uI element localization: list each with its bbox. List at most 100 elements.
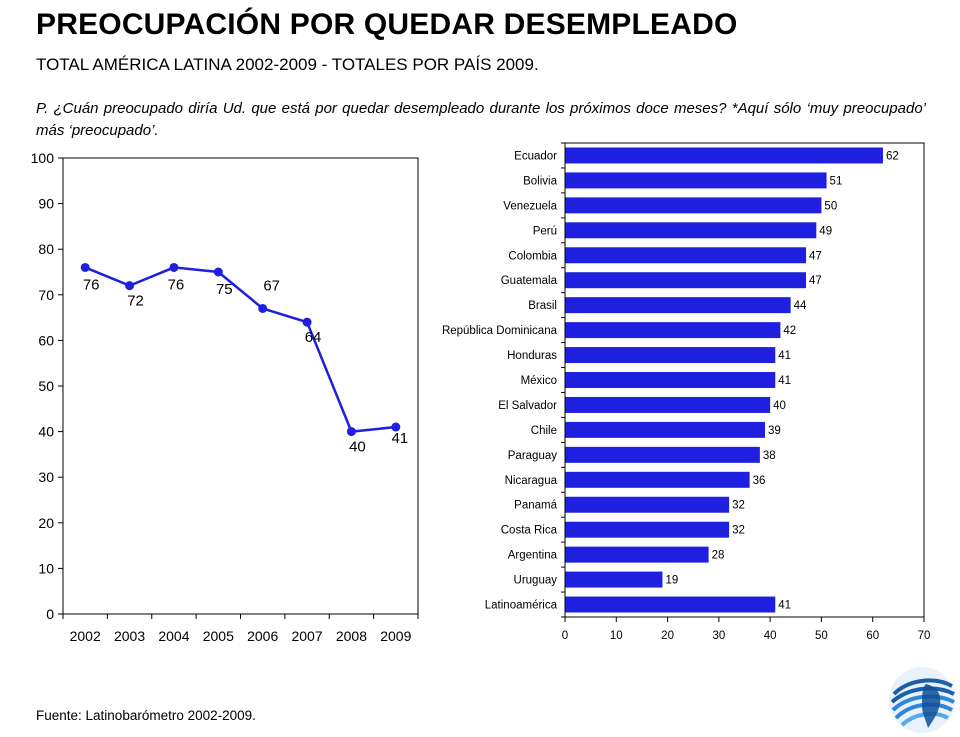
category-label: Colombia bbox=[508, 250, 557, 262]
bar bbox=[565, 172, 827, 189]
data-label: 62 bbox=[886, 150, 899, 162]
y-tick-label: 60 bbox=[38, 332, 54, 348]
y-tick-label: 30 bbox=[38, 469, 54, 485]
x-tick-label: 70 bbox=[918, 630, 931, 642]
category-label: Ecuador bbox=[514, 150, 557, 162]
bar bbox=[565, 546, 709, 563]
data-label: 50 bbox=[824, 200, 837, 212]
x-tick-label: 2002 bbox=[70, 628, 101, 644]
category-label: Argentina bbox=[508, 550, 558, 562]
y-tick-label: 0 bbox=[46, 606, 54, 622]
x-tick-label: 0 bbox=[562, 630, 568, 642]
category-label: Venezuela bbox=[503, 200, 557, 212]
data-label: 36 bbox=[753, 475, 766, 487]
bar bbox=[565, 347, 776, 364]
data-point bbox=[302, 317, 312, 327]
x-tick-label: 30 bbox=[712, 630, 725, 642]
series-line bbox=[84, 266, 396, 433]
category-label: El Salvador bbox=[498, 400, 557, 412]
x-tick-label: 40 bbox=[764, 630, 777, 642]
bar bbox=[565, 496, 730, 513]
category-label: México bbox=[521, 375, 557, 387]
bar bbox=[565, 421, 766, 438]
category-label: Latinoamérica bbox=[485, 600, 558, 612]
data-label: 41 bbox=[778, 600, 791, 612]
x-tick-label: 50 bbox=[815, 630, 828, 642]
bar bbox=[565, 222, 817, 239]
bar bbox=[565, 247, 807, 264]
bar bbox=[565, 521, 730, 538]
category-label: Guatemala bbox=[501, 275, 558, 287]
x-tick-label: 2003 bbox=[114, 628, 145, 644]
data-label: 38 bbox=[763, 450, 776, 462]
data-point bbox=[391, 422, 401, 432]
bar bbox=[565, 596, 776, 613]
data-label: 51 bbox=[830, 175, 843, 187]
x-tick-label: 2008 bbox=[336, 628, 367, 644]
data-label: 28 bbox=[712, 550, 725, 562]
data-label: 39 bbox=[768, 425, 781, 437]
category-label: Panamá bbox=[514, 500, 557, 512]
bar bbox=[565, 446, 760, 463]
bar bbox=[565, 571, 663, 588]
data-point bbox=[346, 427, 356, 437]
category-label: Honduras bbox=[507, 350, 557, 362]
data-label: 32 bbox=[732, 500, 745, 512]
data-point bbox=[213, 267, 223, 277]
bar bbox=[565, 147, 883, 164]
plot-area bbox=[564, 142, 925, 618]
x-tick-label: 2005 bbox=[203, 628, 234, 644]
data-label: 41 bbox=[778, 375, 791, 387]
bar bbox=[565, 372, 776, 388]
survey-question: P. ¿Cuán preocupado diría Ud. que está p… bbox=[36, 100, 926, 139]
data-label: 47 bbox=[809, 275, 822, 287]
data-point bbox=[258, 303, 268, 313]
data-label: 41 bbox=[391, 430, 408, 447]
y-tick-label: 100 bbox=[31, 150, 55, 166]
data-label: 72 bbox=[127, 293, 144, 310]
data-label: 40 bbox=[349, 439, 366, 456]
source-note: Fuente: Latinobarómetro 2002-2009. bbox=[36, 708, 256, 723]
x-tick-label: 2004 bbox=[158, 628, 189, 644]
category-label: República Dominicana bbox=[442, 325, 558, 337]
data-label: 49 bbox=[819, 225, 832, 237]
x-tick-label: 2007 bbox=[291, 628, 322, 644]
category-label: Perú bbox=[533, 225, 557, 237]
data-label: 75 bbox=[216, 281, 233, 298]
category-label: Chile bbox=[531, 425, 557, 437]
category-label: Nicaragua bbox=[505, 475, 558, 487]
y-tick-label: 50 bbox=[38, 378, 54, 394]
latinobarometro-logo-icon bbox=[889, 667, 955, 733]
x-tick-label: 2006 bbox=[247, 628, 278, 644]
category-label: Bolivia bbox=[523, 175, 557, 187]
data-label: 64 bbox=[305, 329, 322, 346]
x-tick-label: 10 bbox=[610, 630, 623, 642]
data-label: 67 bbox=[263, 277, 280, 294]
y-tick-label: 20 bbox=[38, 515, 54, 531]
bar bbox=[565, 297, 791, 314]
bar bbox=[565, 197, 822, 214]
page-title: PREOCUPACIÓN POR QUEDAR DESEMPLEADO bbox=[36, 8, 738, 41]
x-tick-label: 2009 bbox=[380, 628, 411, 644]
data-point bbox=[125, 281, 135, 291]
y-tick-label: 70 bbox=[38, 287, 54, 303]
data-label: 19 bbox=[665, 575, 678, 587]
category-label: Brasil bbox=[528, 300, 557, 312]
bar bbox=[565, 396, 771, 413]
data-label: 47 bbox=[809, 250, 822, 262]
data-label: 42 bbox=[783, 325, 796, 337]
data-label: 76 bbox=[83, 276, 100, 293]
data-label: 76 bbox=[168, 276, 185, 293]
data-point bbox=[169, 262, 179, 272]
bar bbox=[565, 322, 781, 339]
y-tick-label: 80 bbox=[38, 241, 54, 257]
y-tick-label: 40 bbox=[38, 424, 54, 440]
bar bbox=[565, 471, 750, 488]
x-tick-label: 60 bbox=[866, 630, 879, 642]
y-tick-label: 10 bbox=[38, 560, 54, 576]
x-tick-label: 20 bbox=[661, 630, 674, 642]
data-label: 41 bbox=[778, 350, 791, 362]
category-label: Uruguay bbox=[514, 575, 558, 587]
category-label: Paraguay bbox=[508, 450, 557, 462]
